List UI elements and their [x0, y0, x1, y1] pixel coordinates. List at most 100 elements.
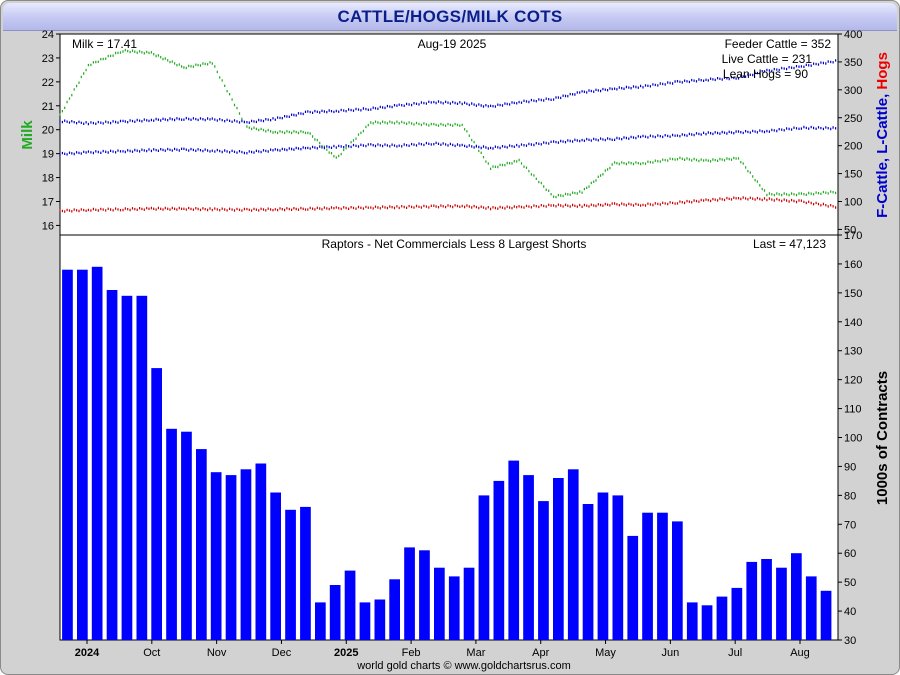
bar	[463, 567, 475, 640]
x-tick-label: 2024	[75, 647, 100, 659]
right-tick-label: 300	[844, 85, 862, 97]
bar	[240, 469, 252, 640]
right-axis-label-live: L-Cattle,	[874, 94, 891, 158]
series-live-cattle	[59, 125, 837, 156]
bar-tick-label: 90	[844, 461, 856, 473]
bar	[657, 512, 668, 640]
left-tick-label: 17	[42, 197, 54, 209]
bar	[746, 561, 758, 640]
bar	[106, 290, 118, 640]
chart-date: Aug-19 2025	[418, 37, 487, 51]
bar	[315, 602, 326, 640]
right-axis-label-hogs: Hogs	[874, 52, 891, 94]
right-tick-label: 150	[844, 169, 862, 181]
legend-feeder-cattle: Feeder Cattle = 352	[725, 37, 832, 51]
bar	[210, 472, 222, 640]
bar	[329, 585, 341, 640]
bar	[672, 521, 683, 640]
bar-tick-label: 160	[844, 259, 862, 271]
bar	[344, 570, 356, 640]
x-tick-label: 2025	[334, 647, 358, 659]
left-axis-label: Milk	[19, 120, 36, 150]
bar-last-value: Last = 47,123	[753, 237, 826, 251]
bar	[791, 553, 802, 640]
bar	[612, 495, 624, 640]
bar	[359, 602, 371, 640]
left-tick-label: 22	[42, 77, 54, 89]
bar	[136, 295, 148, 641]
bar	[478, 495, 490, 640]
bar	[805, 576, 817, 640]
bar-tick-label: 60	[844, 548, 856, 560]
bar	[181, 431, 192, 640]
top-panel-background	[59, 33, 839, 236]
bar	[166, 428, 177, 640]
bar	[567, 469, 579, 640]
legend-lean-hogs: Lean Hogs = 90	[723, 67, 808, 81]
bar-tick-label: 140	[844, 317, 862, 329]
series-lean-hogs	[59, 196, 837, 213]
bar	[404, 547, 415, 640]
bar	[776, 567, 787, 640]
left-tick-label: 16	[42, 220, 54, 232]
x-tick-label: Jul	[728, 647, 742, 659]
series-milk	[59, 48, 837, 199]
bar	[627, 535, 639, 640]
right-axis-label-feeder: F-Cattle,	[874, 158, 891, 218]
bar	[701, 605, 713, 640]
bar	[448, 576, 460, 640]
bar-axis-label: 1000s of Contracts	[874, 371, 891, 505]
bar	[77, 269, 88, 640]
right-tick-label: 400	[844, 29, 862, 41]
bar-tick-label: 50	[844, 577, 856, 589]
bar	[582, 504, 594, 640]
bar	[731, 587, 743, 640]
right-tick-label: 100	[844, 197, 862, 209]
bar	[91, 266, 103, 640]
bar-tick-label: 130	[844, 346, 862, 358]
bar	[121, 295, 133, 641]
bar	[434, 567, 445, 640]
x-tick-label: Apr	[532, 647, 549, 659]
bar-tick-label: 110	[844, 404, 862, 416]
x-tick-label: Feb	[402, 647, 421, 659]
top-panel: 16 17 18 19 20 21 22 23 24 50 100 150 200 250 300 350 40…	[42, 29, 863, 236]
bar	[389, 579, 400, 641]
bar	[642, 512, 653, 640]
bar	[523, 475, 534, 640]
bar-tick-label: 30	[844, 635, 856, 647]
x-tick-label: Oct	[143, 647, 160, 659]
bar	[597, 492, 609, 640]
bar	[716, 596, 728, 640]
right-tick-label: 200	[844, 141, 862, 153]
bar	[538, 501, 549, 640]
bar	[255, 463, 267, 640]
left-tick-label: 21	[42, 101, 54, 113]
x-tick-label: Mar	[466, 647, 485, 659]
left-tick-label: 20	[42, 125, 54, 137]
bar	[285, 509, 296, 640]
footer-credit: world gold charts © www.goldchartsrus.co…	[356, 660, 571, 672]
bar	[508, 460, 520, 640]
bar-tick-label: 100	[844, 433, 862, 445]
right-tick-label: 350	[844, 57, 862, 69]
x-tick-label: May	[595, 647, 616, 659]
chart-title: CATTLE/HOGS/MILK COTS	[337, 7, 563, 26]
left-tick-label: 23	[42, 53, 54, 65]
bar	[270, 492, 281, 640]
bar-tick-label: 80	[844, 490, 856, 502]
bar	[62, 269, 73, 640]
x-tick-label: Nov	[207, 647, 227, 659]
left-tick-label: 24	[42, 29, 54, 41]
bar	[225, 475, 237, 640]
bar	[419, 550, 430, 640]
bottom-panel: 30 40 50 60 70 80 90 100 110 120 130 140 150 160 170 20…	[62, 230, 862, 659]
x-tick-label: Jun	[661, 647, 679, 659]
bar	[686, 602, 698, 640]
x-tick-label: Dec	[272, 647, 292, 659]
bar-tick-label: 70	[844, 519, 856, 531]
bar	[300, 506, 311, 640]
right-tick-label: 250	[844, 113, 862, 125]
bar	[151, 368, 162, 640]
